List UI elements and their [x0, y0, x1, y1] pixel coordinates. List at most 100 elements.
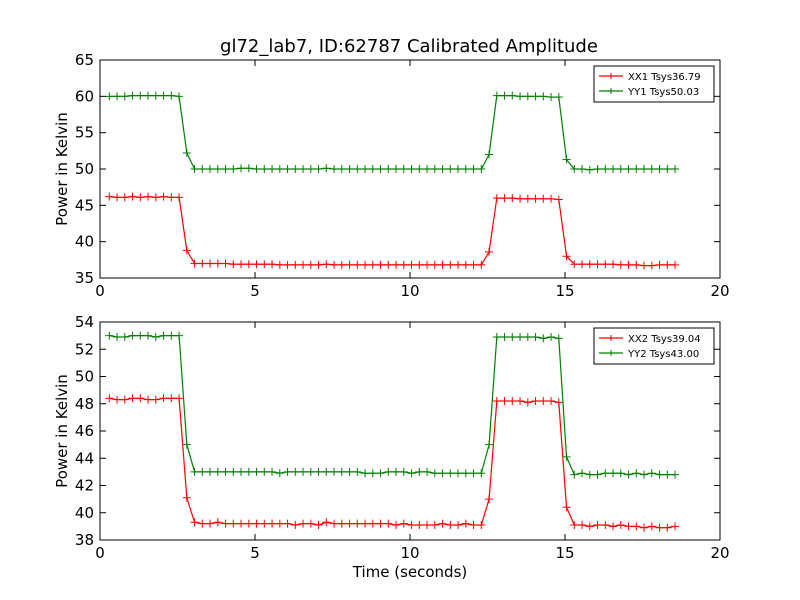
data-point	[469, 469, 478, 478]
data-point	[523, 398, 532, 407]
data-point	[190, 467, 199, 476]
data-point	[361, 519, 370, 528]
data-point	[523, 194, 532, 203]
data-point	[330, 165, 339, 173]
data-point	[113, 395, 122, 404]
data-point	[423, 521, 432, 530]
data-point	[454, 469, 463, 478]
data-point	[283, 467, 292, 476]
data-point	[523, 332, 532, 341]
data-point	[539, 334, 548, 343]
data-point	[446, 521, 455, 530]
y-axis-label: Power in Kelvin	[53, 112, 71, 226]
data-point	[539, 92, 548, 101]
data-point	[508, 397, 517, 406]
x-tick-label: 15	[555, 544, 574, 562]
data-point	[322, 467, 331, 476]
data-point	[213, 259, 222, 268]
data-point	[291, 521, 300, 530]
data-point	[500, 397, 509, 406]
data-point	[213, 467, 222, 476]
data-point	[330, 467, 339, 476]
data-point	[198, 519, 207, 528]
data-point	[616, 469, 625, 478]
data-point	[671, 470, 680, 479]
data-point	[477, 469, 486, 478]
data-point	[461, 519, 470, 528]
x-tick-label: 10	[400, 282, 419, 300]
data-point	[423, 467, 432, 476]
data-point	[624, 522, 633, 531]
y-tick-label: 38	[75, 531, 94, 549]
legend-label: YY1 Tsys50.03	[627, 87, 699, 98]
data-point	[353, 467, 362, 476]
data-point	[229, 519, 238, 528]
data-point	[632, 165, 641, 173]
data-point	[198, 165, 207, 173]
data-point	[616, 260, 625, 269]
data-point	[516, 92, 525, 101]
legend: XX1 Tsys36.79 YY1 Tsys50.03	[593, 65, 715, 103]
top-subplot: 0 5 10 15 20 35 40 45 50 55 60 65 Power in Kelvin XX1…	[53, 51, 730, 300]
data-point	[244, 260, 253, 269]
data-point	[430, 165, 439, 173]
data-point	[268, 519, 277, 528]
y-tick-label: 45	[75, 196, 94, 214]
data-point	[539, 194, 548, 203]
data-point	[438, 165, 447, 173]
data-point	[624, 165, 633, 173]
data-point	[415, 467, 424, 476]
x-tick-label: 15	[555, 282, 574, 300]
data-point	[485, 495, 494, 504]
data-point	[454, 260, 463, 269]
bottom-subplot: 0 5 10 15 20 38 40 42 44 46 48 50 52 54 Power in Kelvi…	[53, 313, 730, 581]
data-point	[190, 518, 199, 527]
data-point	[213, 165, 222, 173]
data-point	[136, 394, 145, 403]
data-point	[314, 165, 323, 173]
data-point	[477, 260, 486, 269]
data-point	[407, 521, 416, 530]
data-point	[601, 165, 610, 173]
data-point	[151, 91, 160, 100]
y-tick-label: 40	[75, 233, 94, 251]
data-point	[221, 519, 230, 528]
data-point	[399, 260, 408, 269]
data-point	[322, 518, 331, 527]
data-point	[415, 260, 424, 269]
data-point	[244, 467, 253, 476]
x-tick-label: 20	[710, 282, 729, 300]
data-point	[671, 165, 680, 173]
data-point	[175, 193, 184, 202]
data-point	[570, 260, 579, 269]
data-point	[585, 260, 594, 269]
y-tick-label: 65	[75, 51, 94, 69]
data-point	[547, 93, 556, 102]
legend-label: YY2 Tsys43.00	[627, 349, 699, 360]
data-point	[252, 467, 261, 476]
data-point	[337, 467, 346, 476]
data-point	[283, 165, 292, 173]
y-tick-label: 46	[75, 422, 94, 440]
data-point	[446, 469, 455, 478]
data-point	[562, 155, 571, 164]
data-point	[616, 521, 625, 530]
data-point	[299, 519, 308, 528]
data-point	[330, 519, 339, 528]
legend-marker	[608, 335, 614, 341]
y-axis-label: Power in Kelvin	[53, 374, 71, 488]
data-point	[671, 260, 680, 269]
data-point	[438, 519, 447, 528]
data-point	[392, 165, 401, 173]
data-point	[578, 165, 587, 173]
data-point	[655, 470, 664, 479]
data-point	[500, 332, 509, 341]
data-point	[469, 521, 478, 530]
data-point	[175, 394, 184, 403]
data-point	[531, 194, 540, 203]
data-point	[291, 165, 300, 173]
data-point	[252, 165, 261, 173]
data-point	[562, 252, 571, 261]
data-point	[640, 523, 649, 532]
